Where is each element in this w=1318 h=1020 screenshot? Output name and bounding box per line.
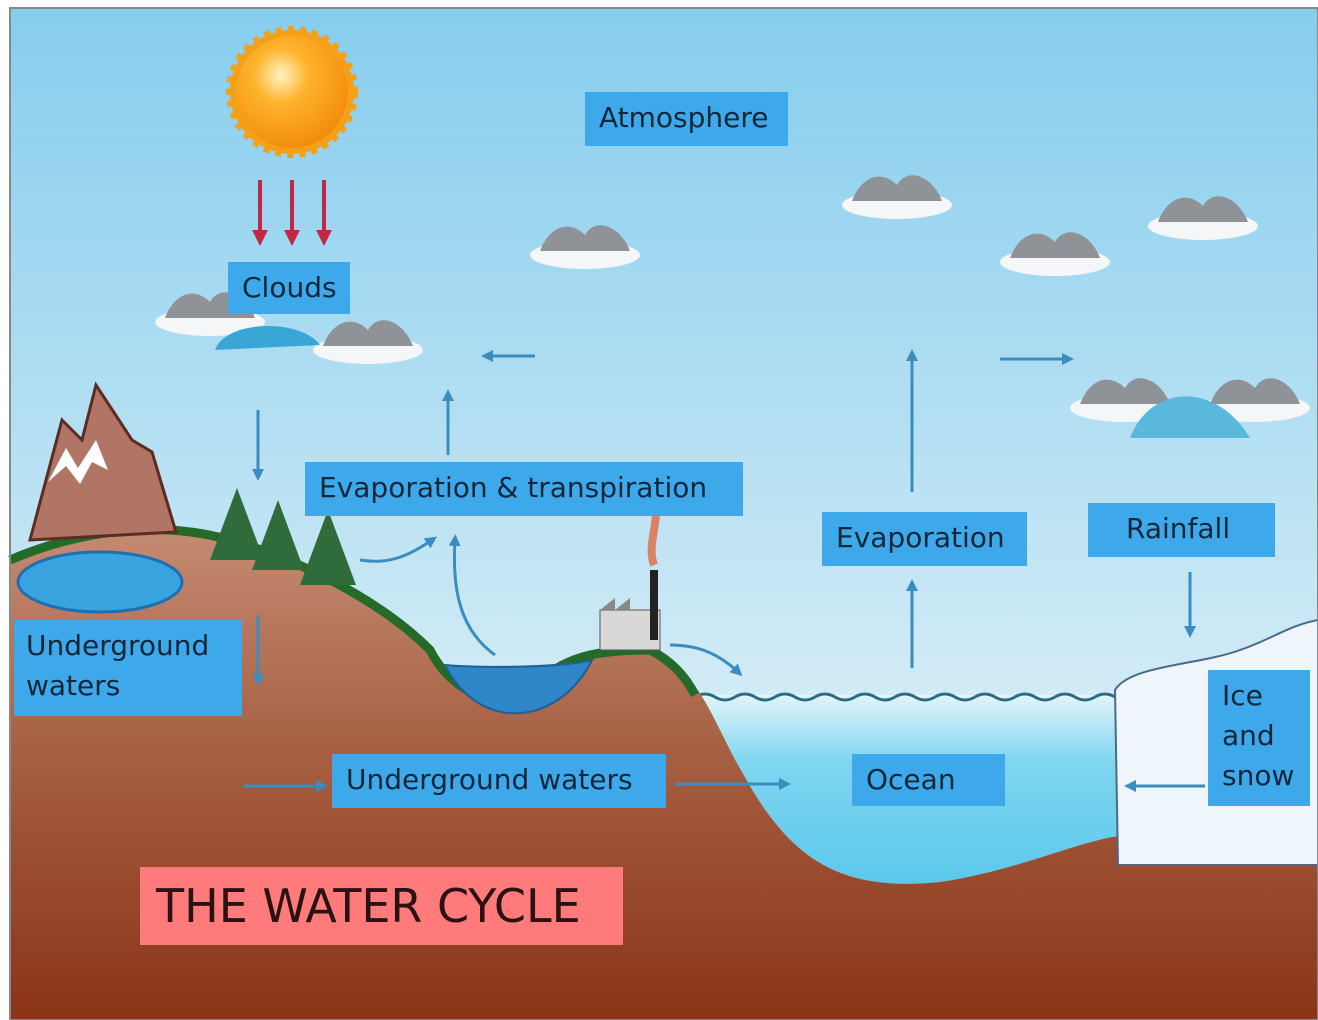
page: Atmosphere Clouds Evaporation & transpir… xyxy=(0,0,1318,1020)
label-clouds: Clouds xyxy=(228,262,350,314)
label-ocean: Ocean xyxy=(852,754,1005,806)
sun xyxy=(230,30,354,154)
label-rainfall: Rainfall xyxy=(1088,503,1275,557)
label-evapotranspiration: Evaporation & transpiration xyxy=(305,462,743,516)
label-ice-snow: Ice and snow xyxy=(1208,670,1310,806)
lake xyxy=(18,552,182,612)
label-underground-bottom: Underground waters xyxy=(332,754,666,808)
label-evaporation: Evaporation xyxy=(822,512,1027,566)
label-underground-left: Underground waters xyxy=(14,620,242,716)
title: THE WATER CYCLE xyxy=(140,867,623,945)
label-atmosphere: Atmosphere xyxy=(585,92,788,146)
